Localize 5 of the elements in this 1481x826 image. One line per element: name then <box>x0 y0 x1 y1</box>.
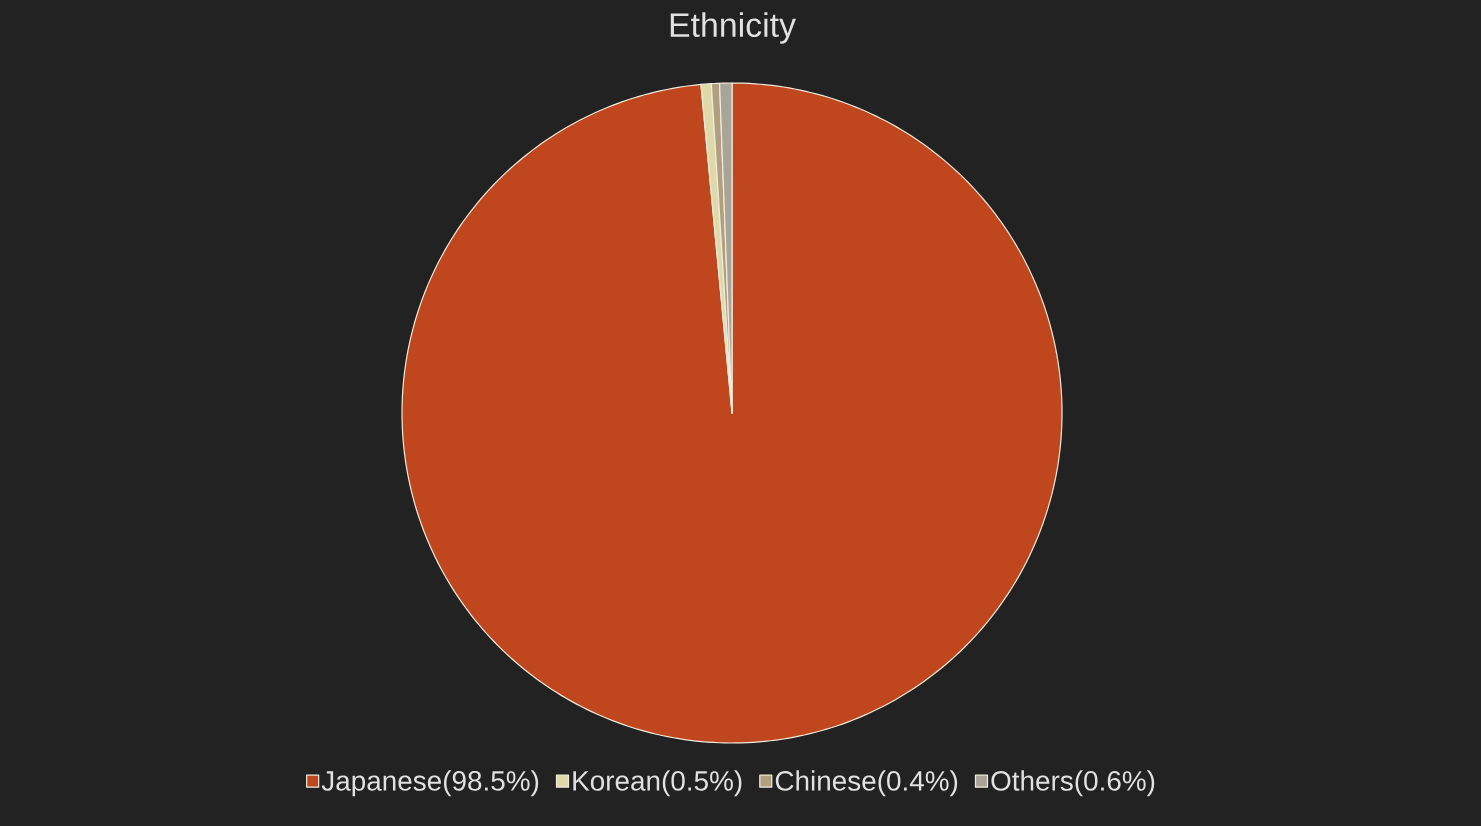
legend-label: Japanese(98.5%) <box>321 770 539 797</box>
legend-label: Others(0.6%) <box>991 770 1155 797</box>
legend-label: Korean(0.5%) <box>573 770 742 797</box>
chart-title: Ethnicity <box>670 12 796 44</box>
legend-label: Chinese(0.4%) <box>775 770 958 797</box>
